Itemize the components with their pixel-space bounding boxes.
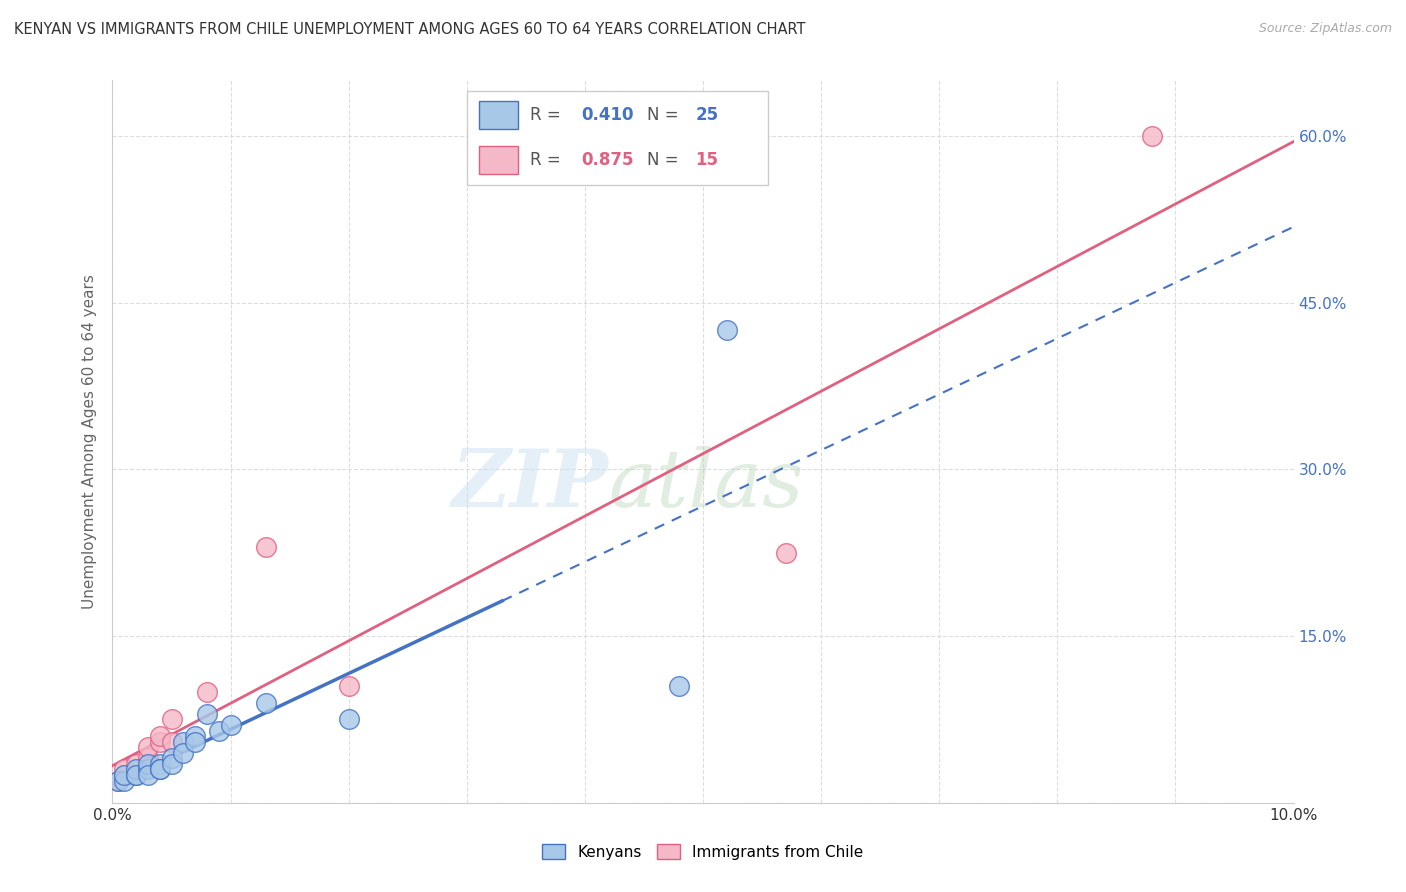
Point bbox=[775, 546, 797, 560]
Point bbox=[254, 696, 277, 710]
Point bbox=[208, 723, 231, 738]
Point bbox=[149, 734, 172, 748]
Text: Source: ZipAtlas.com: Source: ZipAtlas.com bbox=[1258, 22, 1392, 36]
Point bbox=[112, 768, 135, 782]
Point bbox=[112, 763, 135, 777]
Y-axis label: Unemployment Among Ages 60 to 64 years: Unemployment Among Ages 60 to 64 years bbox=[82, 274, 97, 609]
Point bbox=[160, 713, 183, 727]
Point bbox=[112, 773, 135, 788]
Point bbox=[136, 751, 159, 765]
Point bbox=[184, 734, 207, 748]
Point bbox=[136, 756, 159, 771]
Point bbox=[195, 706, 218, 721]
Point bbox=[160, 751, 183, 765]
Point bbox=[125, 768, 148, 782]
Point bbox=[160, 756, 183, 771]
Point bbox=[337, 679, 360, 693]
Point bbox=[668, 679, 690, 693]
Point bbox=[195, 684, 218, 698]
Point bbox=[172, 746, 194, 760]
Point bbox=[184, 729, 207, 743]
Point bbox=[136, 740, 159, 755]
Point bbox=[149, 763, 172, 777]
Point bbox=[149, 729, 172, 743]
Point bbox=[107, 773, 129, 788]
Point bbox=[1140, 128, 1163, 143]
Text: ZIP: ZIP bbox=[451, 446, 609, 524]
Point bbox=[160, 734, 183, 748]
Point bbox=[136, 763, 159, 777]
Point bbox=[716, 323, 738, 337]
Point bbox=[112, 768, 135, 782]
Point bbox=[107, 773, 129, 788]
Point bbox=[337, 713, 360, 727]
Point bbox=[149, 756, 172, 771]
Text: KENYAN VS IMMIGRANTS FROM CHILE UNEMPLOYMENT AMONG AGES 60 TO 64 YEARS CORRELATI: KENYAN VS IMMIGRANTS FROM CHILE UNEMPLOY… bbox=[14, 22, 806, 37]
Point bbox=[125, 768, 148, 782]
Point bbox=[125, 756, 148, 771]
Point bbox=[219, 718, 242, 732]
Point bbox=[125, 763, 148, 777]
Legend: Kenyans, Immigrants from Chile: Kenyans, Immigrants from Chile bbox=[534, 836, 872, 867]
Text: atlas: atlas bbox=[609, 446, 804, 524]
Point bbox=[149, 763, 172, 777]
Point bbox=[172, 734, 194, 748]
Point bbox=[254, 540, 277, 554]
Point bbox=[136, 768, 159, 782]
